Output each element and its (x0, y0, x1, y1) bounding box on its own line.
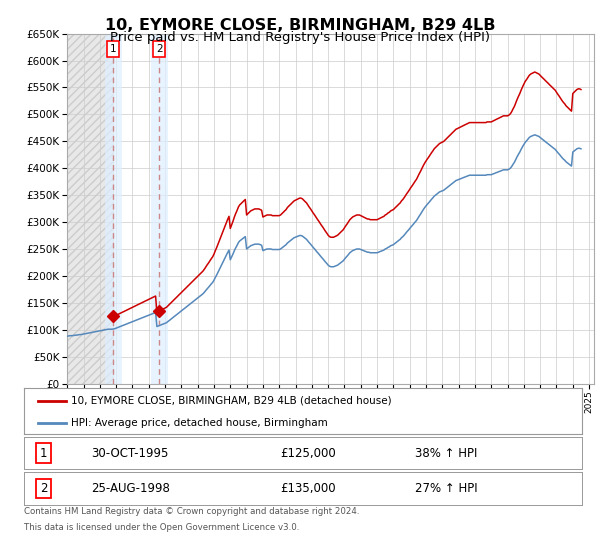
Text: 10, EYMORE CLOSE, BIRMINGHAM, B29 4LB: 10, EYMORE CLOSE, BIRMINGHAM, B29 4LB (105, 18, 495, 33)
Bar (151, 34, 167, 384)
Text: Price paid vs. HM Land Registry's House Price Index (HPI): Price paid vs. HM Land Registry's House … (110, 31, 490, 44)
Text: 38% ↑ HPI: 38% ↑ HPI (415, 446, 477, 460)
Bar (67, 34, 113, 384)
Text: £135,000: £135,000 (281, 482, 337, 495)
Text: 30-OCT-1995: 30-OCT-1995 (91, 446, 169, 460)
Text: 1: 1 (40, 446, 47, 460)
Text: 2: 2 (40, 482, 47, 495)
Text: Contains HM Land Registry data © Crown copyright and database right 2024.: Contains HM Land Registry data © Crown c… (24, 507, 359, 516)
Text: This data is licensed under the Open Government Licence v3.0.: This data is licensed under the Open Gov… (24, 523, 299, 532)
Text: 1: 1 (110, 44, 116, 54)
Text: 2: 2 (156, 44, 163, 54)
Text: £125,000: £125,000 (281, 446, 337, 460)
Text: 25-AUG-1998: 25-AUG-1998 (91, 482, 170, 495)
Text: 27% ↑ HPI: 27% ↑ HPI (415, 482, 477, 495)
Text: 10, EYMORE CLOSE, BIRMINGHAM, B29 4LB (detached house): 10, EYMORE CLOSE, BIRMINGHAM, B29 4LB (d… (71, 396, 392, 406)
Bar (105, 34, 122, 384)
Text: HPI: Average price, detached house, Birmingham: HPI: Average price, detached house, Birm… (71, 418, 328, 427)
